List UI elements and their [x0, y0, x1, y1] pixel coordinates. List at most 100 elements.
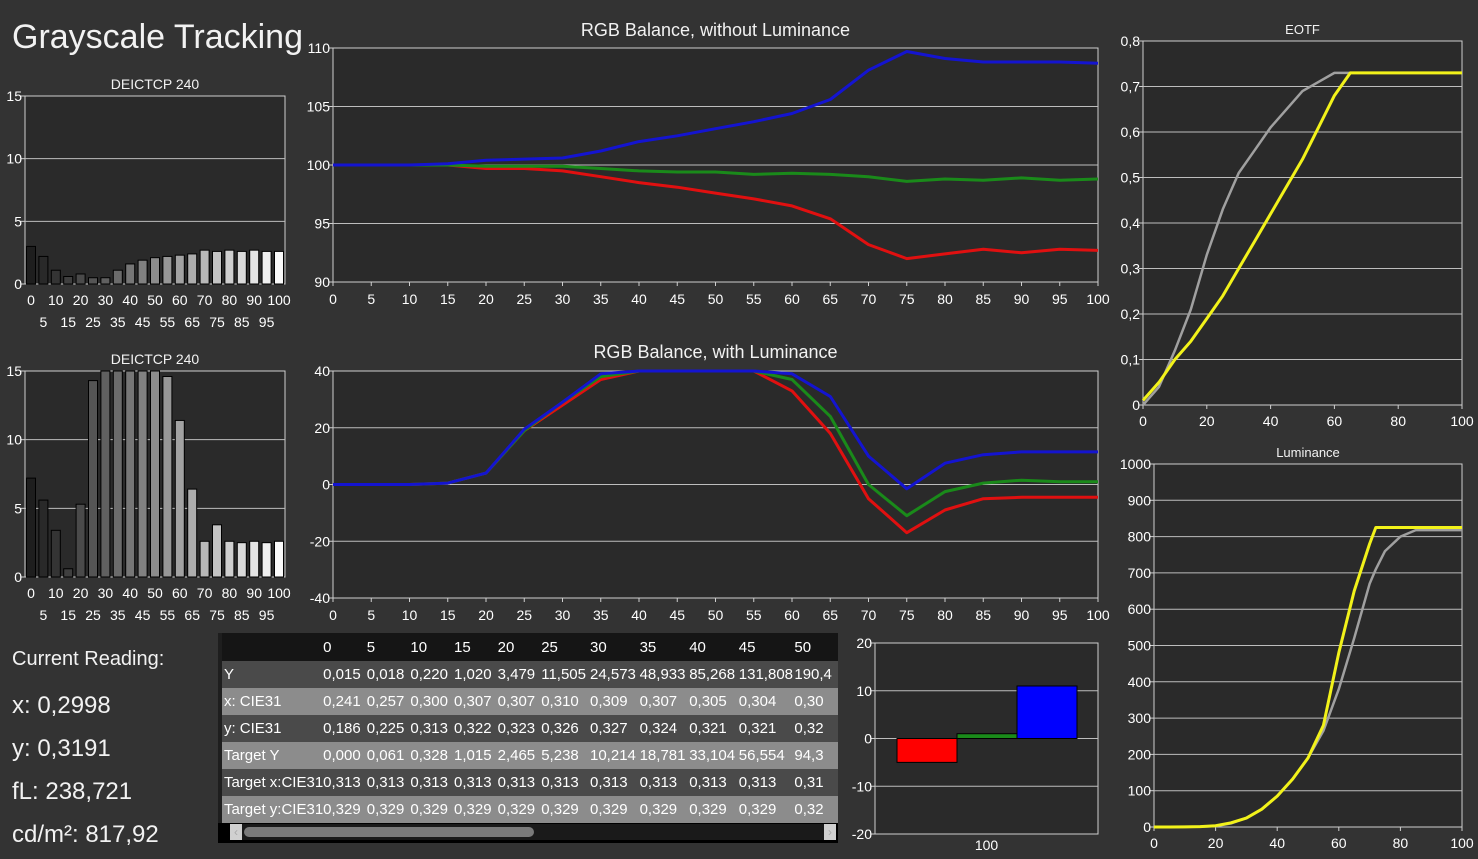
luminance-x-tick-label: 0 — [1150, 835, 1158, 851]
table-cell: 0,313 — [454, 769, 498, 796]
table-cell: 0,304 — [738, 688, 795, 715]
deltae1-x-tick-label: 80 — [222, 292, 238, 308]
scroll-thumb[interactable] — [244, 827, 534, 837]
deltae2-y-tick-label: 5 — [14, 500, 22, 516]
rgb1-series-line — [333, 163, 1099, 183]
table-cell: 0,000 — [323, 742, 367, 769]
table-cell: 0,313 — [541, 769, 590, 796]
reading-fl: fL: 238,721 — [12, 778, 133, 805]
deltae2-x-tick-label: 55 — [160, 607, 176, 623]
deltae1-bar — [100, 277, 111, 285]
table-cell: 94,3 — [794, 742, 838, 769]
deltae2-bar — [150, 370, 160, 578]
deltae1-title: DEICTCP 240 — [111, 76, 200, 92]
deltae1-bar — [224, 249, 235, 285]
table-cell: 0,305 — [689, 688, 739, 715]
table-cell: 56,554 — [738, 742, 795, 769]
rgb1-y-tick-label: 95 — [314, 216, 330, 232]
deltae2-bar — [187, 488, 198, 578]
rgb2-x-tick-label: 95 — [1052, 607, 1068, 623]
table-cell: 0,326 — [541, 715, 590, 742]
measurement-table: 0 5 10 15 20 25 30 35 40 45 50 Y 0,015 0,018 0,220 1,02… — [218, 633, 838, 823]
deltae1-bar — [249, 249, 260, 285]
table-cell: 0,329 — [590, 796, 640, 823]
table-cell: 0,328 — [410, 742, 454, 769]
rgb2-x-tick-label: 85 — [975, 607, 991, 623]
deltae2-x-tick-label: 95 — [259, 607, 275, 623]
rgb1-x-tick-label: 25 — [516, 291, 532, 307]
table-cell: 0,313 — [497, 769, 542, 796]
deltae1-bar — [174, 254, 185, 285]
rgb1-x-tick-label: 40 — [631, 291, 647, 307]
rgb1-x-tick-label: 20 — [478, 291, 494, 307]
deltae1-x-tick-label: 15 — [60, 314, 76, 330]
table-cell: 0,186 — [323, 715, 367, 742]
rgb2-x-tick-label: 65 — [822, 607, 838, 623]
table-cell: 0,313 — [366, 769, 411, 796]
table-cell: 0,329 — [454, 796, 498, 823]
deltae2-bar — [174, 419, 185, 578]
deltae2-bar — [88, 380, 98, 578]
scroll-right-icon[interactable]: › — [824, 824, 836, 840]
deltae2-bar — [261, 542, 272, 578]
rgb1-x-tick-label: 55 — [746, 291, 762, 307]
deltae1-x-tick-label: 35 — [110, 314, 126, 330]
table-cell: 0,018 — [366, 661, 411, 688]
table-cell: 0,313 — [590, 769, 640, 796]
table-cell: 190,4 — [794, 661, 838, 688]
rgb2-x-tick-label: 40 — [631, 607, 647, 623]
rgbbar-y-tick-label: 0 — [864, 731, 872, 747]
deltae1-x-tick-label: 40 — [122, 292, 138, 308]
rgb1-x-tick-label: 95 — [1052, 291, 1068, 307]
deltae1-x-tick-label: 20 — [73, 292, 89, 308]
deltae1-y-tick-label: 10 — [6, 151, 22, 167]
eotf-x-tick-label: 20 — [1199, 413, 1215, 429]
horizontal-scrollbar[interactable]: ‹ › — [230, 824, 836, 840]
current-reading-heading: Current Reading: — [12, 648, 165, 670]
eotf-x-tick-label: 0 — [1139, 413, 1147, 429]
table-row-label: x: CIE31 — [221, 688, 324, 715]
table-column-header: 15 — [454, 633, 498, 661]
luminance-title: Luminance — [1276, 445, 1340, 460]
deltae1-bar — [112, 269, 123, 285]
eotf-y-tick-label: 0,2 — [1121, 306, 1141, 322]
deltae2-x-tick-label: 50 — [147, 585, 163, 601]
table-row-label: y: CIE31 — [221, 715, 324, 742]
table-column-header: 20 — [497, 633, 542, 661]
deltae2-x-tick-label: 45 — [135, 607, 151, 623]
table-cell: 0,300 — [410, 688, 454, 715]
deltae1-x-tick-label: 5 — [40, 314, 48, 330]
table-cell: 0,225 — [366, 715, 411, 742]
rgb1-y-tick-label: 110 — [308, 40, 331, 56]
table-row-label: Target Y — [221, 742, 324, 769]
eotf-y-tick-label: 0,7 — [1121, 79, 1141, 95]
rgb2-x-tick-label: 0 — [329, 607, 337, 623]
table-cell: 2,465 — [497, 742, 542, 769]
deltae2-x-tick-label: 20 — [73, 585, 89, 601]
table-cell: 1,015 — [454, 742, 498, 769]
deltae1-bar — [150, 257, 160, 285]
rgb1-x-tick-label: 5 — [367, 291, 375, 307]
table-cell: 0,313 — [323, 769, 367, 796]
table-cell: 5,238 — [541, 742, 590, 769]
table-cell: 0,329 — [323, 796, 367, 823]
deltae2-x-tick-label: 65 — [184, 607, 200, 623]
deltae2-x-tick-label: 80 — [222, 585, 238, 601]
deltae2-bar — [236, 542, 247, 578]
rgb1-series-line — [333, 50, 1099, 167]
deltae2-y-tick-label: 10 — [6, 432, 22, 448]
rgb1-title: RGB Balance, without Luminance — [581, 20, 850, 40]
deltae1-x-tick-label: 85 — [234, 314, 250, 330]
table-column-header: 0 — [323, 633, 367, 661]
table-cell: 24,573 — [590, 661, 640, 688]
deltae1-y-tick-label: 15 — [6, 88, 22, 104]
table-cell: 0,323 — [497, 715, 542, 742]
deltae1-bar — [63, 275, 74, 285]
eotf-x-tick-label: 100 — [1450, 413, 1474, 429]
rgbbar-bar-r — [896, 738, 958, 763]
luminance-y-tick-label: 500 — [1128, 638, 1152, 654]
eotf-x-tick-label: 60 — [1327, 413, 1343, 429]
deltae2-x-tick-label: 60 — [172, 585, 188, 601]
rgb2-x-tick-label: 100 — [1086, 607, 1110, 623]
scroll-left-icon[interactable]: ‹ — [230, 824, 242, 840]
